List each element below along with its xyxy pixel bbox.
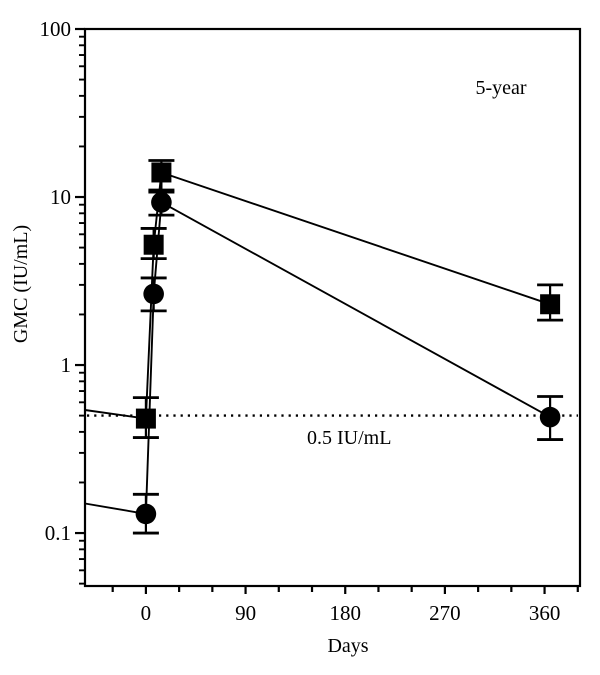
circle-marker xyxy=(539,406,561,428)
plot-border xyxy=(83,27,582,588)
x-axis-title: Days xyxy=(327,635,368,657)
square-marker xyxy=(540,294,561,315)
circle-marker xyxy=(151,192,172,213)
y-tick-label: 0.1 xyxy=(45,521,71,545)
y-tick-label: 10 xyxy=(50,185,71,209)
circle-marker xyxy=(143,283,164,305)
square-marker xyxy=(135,408,156,429)
square-marker xyxy=(151,162,172,183)
annotation-5-year: 5-year xyxy=(475,77,526,99)
x-tick-label: 180 xyxy=(329,601,361,625)
y-tick-label: 1 xyxy=(61,353,72,377)
x-tick-label: 360 xyxy=(529,601,561,625)
threshold-label: 0.5 IU/mL xyxy=(307,427,391,449)
square-marker xyxy=(143,234,164,255)
circle-marker xyxy=(135,503,157,525)
y-axis-title: GMC (IU/mL) xyxy=(10,225,32,343)
chart-generated-layer: 0 90 180 270 360 100 10 1 0.1 xyxy=(40,17,582,625)
x-tick-label: 90 xyxy=(235,601,256,625)
x-tick-label: 270 xyxy=(429,601,461,625)
y-tick-label: 100 xyxy=(40,17,72,41)
x-tick-label: 0 xyxy=(141,601,152,625)
